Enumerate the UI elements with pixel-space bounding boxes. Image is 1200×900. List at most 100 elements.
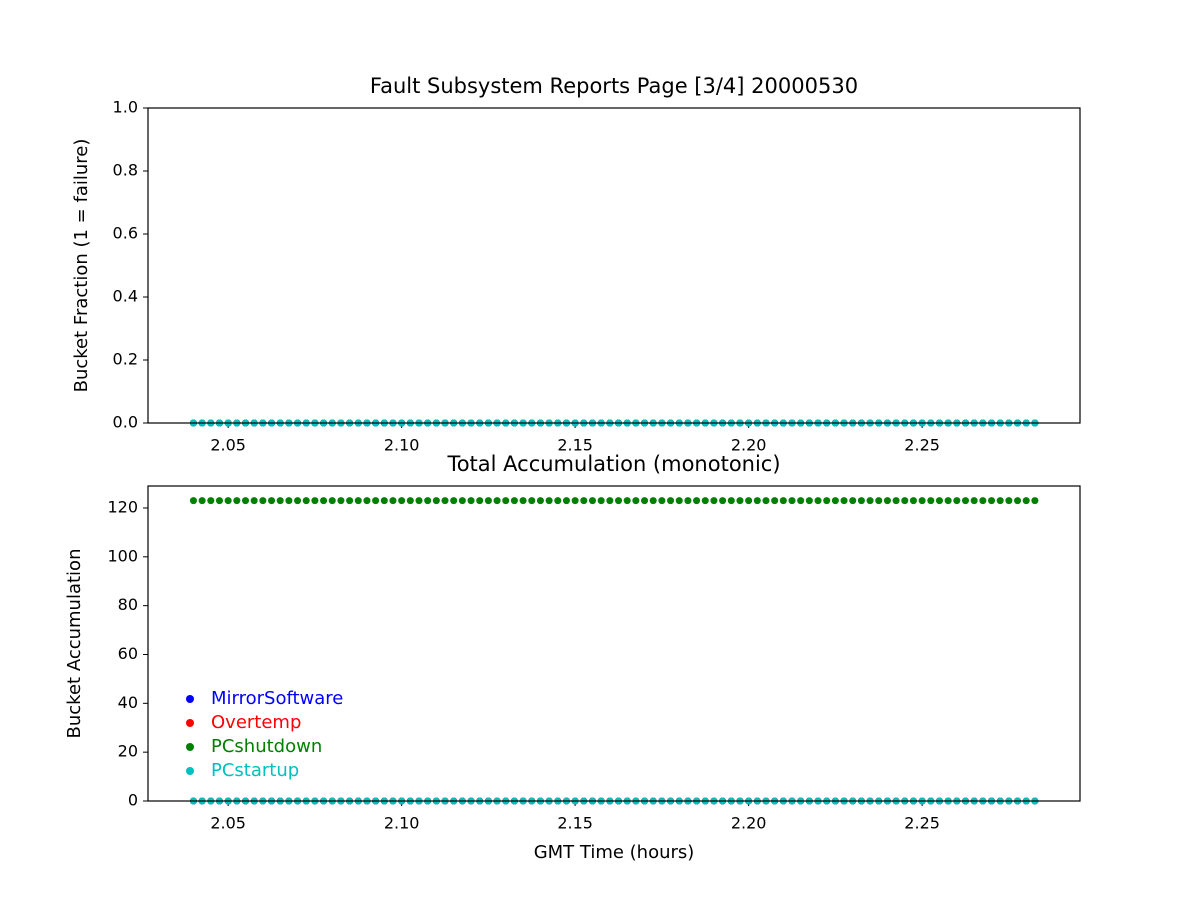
- point: [328, 497, 336, 505]
- point: [788, 497, 796, 505]
- point: [753, 497, 761, 505]
- point: [996, 497, 1004, 505]
- point: [875, 497, 883, 505]
- point: [476, 497, 484, 505]
- x-tick-label: 2.05: [210, 814, 246, 833]
- point: [988, 497, 996, 505]
- point: [467, 497, 475, 505]
- point: [927, 497, 935, 505]
- point: [727, 497, 735, 505]
- y-tick-label: 20: [118, 742, 138, 761]
- legend-label: Overtemp: [211, 712, 301, 733]
- point: [857, 497, 865, 505]
- point: [189, 497, 197, 505]
- point: [571, 497, 579, 505]
- y-tick-label: 0.6: [113, 224, 138, 243]
- point: [207, 497, 215, 505]
- point: [311, 497, 319, 505]
- legend-marker: [186, 767, 194, 775]
- point: [1031, 497, 1039, 505]
- point: [285, 497, 293, 505]
- point: [693, 497, 701, 505]
- point: [398, 497, 406, 505]
- point: [883, 497, 891, 505]
- point: [831, 497, 839, 505]
- point: [615, 497, 623, 505]
- point: [242, 497, 250, 505]
- point: [302, 497, 310, 505]
- point: [597, 497, 605, 505]
- point: [502, 497, 510, 505]
- y-tick-label: 40: [118, 693, 138, 712]
- x-axis-label: GMT Time (hours): [534, 842, 695, 863]
- point: [380, 497, 388, 505]
- legend-label: PCshutdown: [211, 736, 322, 757]
- y-tick-label: 0.4: [113, 287, 138, 306]
- axes-frame: [147, 485, 1081, 802]
- point: [736, 497, 744, 505]
- point: [320, 497, 328, 505]
- plot-area: [148, 486, 1080, 801]
- point: [363, 497, 371, 505]
- axes-frame: [147, 107, 1081, 424]
- x-tick-label: 2.15: [557, 436, 593, 455]
- point: [710, 497, 718, 505]
- y-tick-label: 100: [107, 546, 138, 565]
- point: [354, 497, 362, 505]
- point: [745, 497, 753, 505]
- point: [493, 497, 501, 505]
- point: [528, 497, 536, 505]
- point: [719, 497, 727, 505]
- point: [779, 497, 787, 505]
- x-tick-label: 2.10: [384, 814, 420, 833]
- legend-marker: [186, 719, 194, 727]
- plot-area: [148, 108, 1080, 423]
- point: [762, 497, 770, 505]
- point: [1022, 497, 1030, 505]
- x-tick-label: 2.25: [904, 814, 940, 833]
- chart-title: Fault Subsystem Reports Page [3/4] 20000…: [370, 74, 858, 98]
- y-axis-label: Bucket Accumulation: [64, 549, 85, 739]
- point: [406, 497, 414, 505]
- y-tick-label: 1.0: [113, 98, 138, 117]
- point: [424, 497, 432, 505]
- point: [849, 497, 857, 505]
- x-tick-label: 2.20: [731, 436, 767, 455]
- point: [545, 497, 553, 505]
- point: [562, 497, 570, 505]
- x-tick-label: 2.10: [384, 436, 420, 455]
- point: [961, 497, 969, 505]
- point: [701, 497, 709, 505]
- point: [641, 497, 649, 505]
- point: [953, 497, 961, 505]
- point: [866, 497, 874, 505]
- point: [658, 497, 666, 505]
- point: [901, 497, 909, 505]
- point: [458, 497, 466, 505]
- point: [346, 497, 354, 505]
- point: [814, 497, 822, 505]
- point: [918, 497, 926, 505]
- y-tick-label: 0.0: [113, 413, 138, 432]
- point: [970, 497, 978, 505]
- point: [268, 497, 276, 505]
- point: [294, 497, 302, 505]
- y-tick-label: 0: [128, 791, 138, 810]
- point: [623, 497, 631, 505]
- point: [1005, 497, 1013, 505]
- y-tick-label: 80: [118, 595, 138, 614]
- point: [892, 497, 900, 505]
- point: [519, 497, 527, 505]
- x-tick-label: 2.15: [557, 814, 593, 833]
- point: [979, 497, 987, 505]
- y-axis-label: Bucket Fraction (1 = failure): [71, 139, 92, 393]
- point: [935, 497, 943, 505]
- point: [649, 497, 657, 505]
- point: [1014, 497, 1022, 505]
- point: [944, 497, 952, 505]
- point: [797, 497, 805, 505]
- point: [484, 497, 492, 505]
- legend-marker: [186, 743, 194, 751]
